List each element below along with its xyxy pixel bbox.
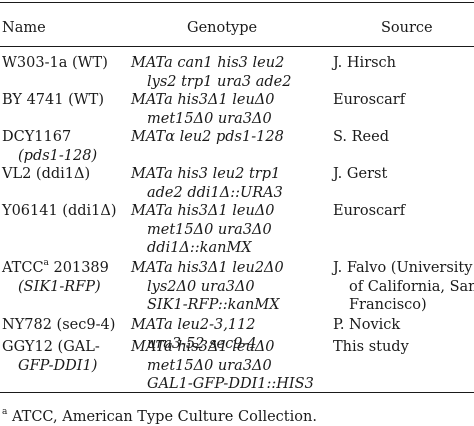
strain-genotype: MATa his3 leu2 trp1 ade2 ddi1Δ::URA3 — [131, 166, 283, 201]
strain-name: BY 4741 (WT) — [2, 92, 104, 108]
footnote-marker: a — [2, 407, 8, 418]
column-header-name: Name — [2, 20, 46, 36]
strain-name: W303-1a (WT) — [2, 55, 108, 71]
strain-genotype: MATa can1 his3 leu2 lys2 trp1 ura3 ade2 — [131, 55, 292, 90]
strain-name: DCY1167 (pds1-128) — [2, 129, 98, 164]
strain-name: GGY12 (GAL- GFP-DDI1) — [2, 339, 100, 374]
strain-genotype: MATa leu2-3,112 ura3-52 sec9-4 — [131, 317, 257, 352]
strain-source: S. Reed — [333, 129, 389, 145]
column-header-source: Source — [381, 20, 433, 36]
strain-name: NY782 (sec9-4) — [2, 317, 116, 333]
bottom-rule — [0, 392, 474, 393]
strain-source: J. Hirsch — [333, 55, 397, 71]
strain-genotype: MATα leu2 pds1-128 — [131, 129, 284, 145]
strain-source: P. Novick — [333, 317, 401, 333]
strain-source: Euroscarf — [333, 92, 406, 108]
strain-genotype: MATa his3Δ1 leuΔ0 met15Δ0 ura3Δ0 — [131, 92, 275, 127]
header-rule — [0, 46, 474, 47]
strain-source: J. Gerst — [333, 166, 388, 182]
strain-name: Y06141 (ddi1Δ) — [2, 203, 117, 219]
strain-source: J. Falvo (University of California, San … — [333, 260, 474, 313]
table-footnote: a ATCC, American Type Culture Collection… — [2, 407, 317, 425]
top-rule — [0, 2, 474, 3]
strain-genotype: MATa his3Δ1 leuΔ0 met15Δ0 ura3Δ0 GAL1-GF… — [131, 339, 314, 392]
column-header-genotype: Genotype — [187, 20, 258, 36]
strain-genotype: MATa his3Δ1 leuΔ0 met15Δ0 ura3Δ0 ddi1Δ::… — [131, 203, 275, 256]
strain-genotype: MATa his3Δ1 leu2Δ0 lys2Δ0 ura3Δ0 SIK1-RF… — [131, 260, 284, 313]
strain-name: VL2 (ddi1Δ) — [2, 166, 91, 182]
strain-name: ATCCa 201389 (SIK1-RFP) — [2, 258, 109, 295]
strain-source: Euroscarf — [333, 203, 406, 219]
strain-source: This study — [333, 339, 409, 355]
footnote-marker: a — [43, 258, 49, 269]
